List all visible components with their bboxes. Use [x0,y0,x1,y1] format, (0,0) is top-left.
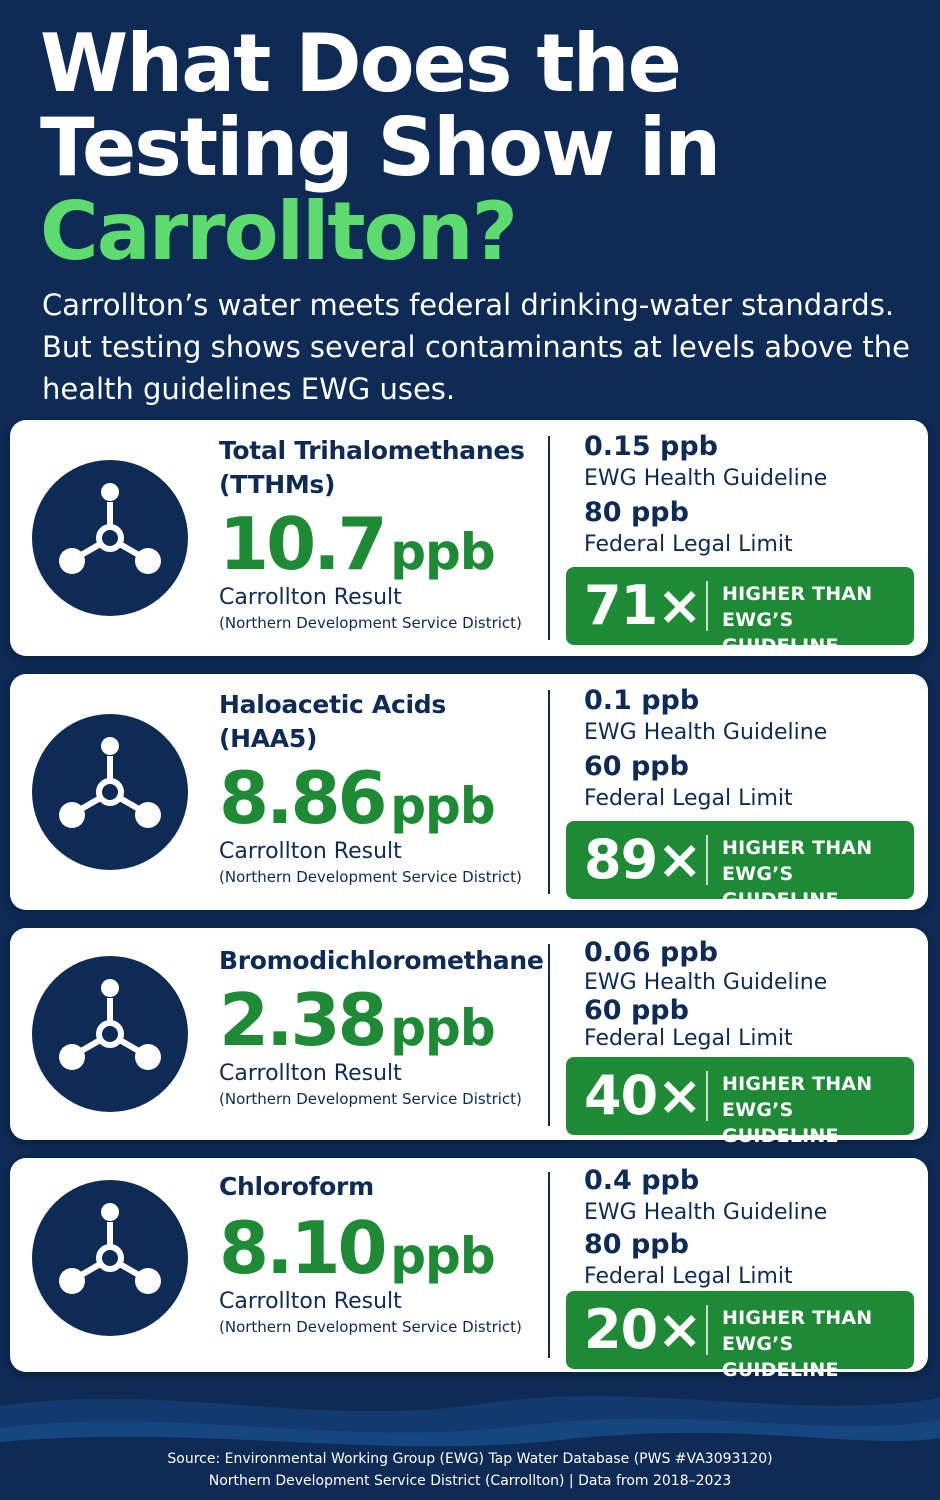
guideline-column: 0.06 ppb EWG Health Guideline 60 ppb Fed… [584,936,914,1052]
result-column: Total Trihalomethanes (TTHMs) 10.7 ppb C… [219,434,544,634]
result-location: (Northern Development Service District) [219,1090,522,1108]
limit-value: 80 ppb [584,497,689,528]
contaminant-name: Chloroform [219,1172,374,1201]
contaminant-name: Bromodichloromethane [219,946,544,975]
multiplier-badge: 71× HIGHER THAN EWG’S GUIDELINE [566,567,914,657]
result-label: Carrollton Result [219,839,402,864]
guideline-label: EWG Health Guideline [584,466,828,491]
result-location: (Northern Development Service District) [219,614,522,632]
title-highlight: Carrollton? [40,185,518,278]
column-divider [548,944,550,1126]
result-column: Chloroform 8.10 ppb Carrollton Result (N… [219,1170,544,1338]
multiplier-value: 89× [584,828,702,891]
guideline-column: 0.15 ppb EWG Health Guideline 80 ppb Fed… [584,430,914,560]
guideline-value: 0.15 ppb [584,431,718,462]
multiplier-badge: 20× HIGHER THAN EWG’S GUIDELINE [566,1291,914,1381]
title-line-2: Testing Show in [40,101,721,194]
source-citation: Source: Environmental Working Group (EWG… [167,1451,773,1489]
result-value: 8.10 ppb [219,1206,496,1290]
result-label: Carrollton Result [219,585,402,610]
guideline-label: EWG Health Guideline [584,970,828,995]
limit-value: 80 ppb [584,1229,689,1260]
guideline-value: 0.1 ppb [584,685,700,716]
limit-label: Federal Legal Limit [584,786,793,811]
result-location: (Northern Development Service District) [219,1318,522,1336]
contaminant-card-haa5: Haloacetic Acids (HAA5) 8.86 ppb Carroll… [10,674,928,911]
contaminant-name: Total Trihalomethanes (TTHMs) [219,436,525,499]
badge-divider [706,1071,708,1121]
result-label: Carrollton Result [219,1289,402,1314]
badge-text: HIGHER THAN EWG’S GUIDELINE [722,1307,873,1381]
multiplier-value: 20× [584,1298,702,1361]
result-location: (Northern Development Service District) [219,868,522,886]
result-value: 8.86 ppb [219,756,496,840]
molecule-icon [32,1180,188,1336]
intro-text: Carrollton’s water meets federal drinkin… [42,288,910,406]
molecule-icon [32,714,188,870]
badge-text: HIGHER THAN EWG’S GUIDELINE [722,583,873,657]
guideline-value: 0.06 ppb [584,937,718,968]
molecule-icon [32,956,188,1112]
limit-value: 60 ppb [584,751,689,782]
guideline-value: 0.4 ppb [584,1165,700,1196]
molecule-icon [32,460,188,616]
limit-label: Federal Legal Limit [584,532,793,557]
result-column: Bromodichloromethane 2.38 ppb Carrollton… [219,944,544,1110]
contaminant-card-chloroform: Chloroform 8.10 ppb Carrollton Result (N… [10,1158,928,1381]
contaminant-card-bromodichloromethane: Bromodichloromethane 2.38 ppb Carrollton… [10,928,928,1147]
result-column: Haloacetic Acids (HAA5) 8.86 ppb Carroll… [219,688,544,888]
guideline-column: 0.1 ppb EWG Health Guideline 60 ppb Fede… [584,684,914,814]
badge-divider [706,835,708,885]
water-wave-decoration [0,1396,940,1500]
title-line-1: What Does the [40,17,682,110]
limit-value: 60 ppb [584,995,689,1026]
limit-label: Federal Legal Limit [584,1264,793,1289]
limit-label: Federal Legal Limit [584,1026,793,1051]
page-title: What Does the Testing Show in Carrollton… [40,22,920,274]
column-divider [548,690,550,894]
multiplier-badge: 40× HIGHER THAN EWG’S GUIDELINE [566,1057,914,1147]
multiplier-value: 40× [584,1064,702,1127]
guideline-column: 0.4 ppb EWG Health Guideline 80 ppb Fede… [584,1164,914,1292]
badge-text: HIGHER THAN EWG’S GUIDELINE [722,1073,873,1147]
result-value: 10.7 ppb [219,502,496,586]
multiplier-badge: 89× HIGHER THAN EWG’S GUIDELINE [566,821,914,911]
badge-text: HIGHER THAN EWG’S GUIDELINE [722,837,873,911]
multiplier-value: 71× [584,574,702,637]
guideline-label: EWG Health Guideline [584,1200,828,1225]
contaminant-name: Haloacetic Acids (HAA5) [219,690,446,753]
result-value: 2.38 ppb [219,978,496,1062]
column-divider [548,436,550,640]
guideline-label: EWG Health Guideline [584,720,828,745]
column-divider [548,1172,550,1358]
contaminant-card-tthms: Total Trihalomethanes (TTHMs) 10.7 ppb C… [10,420,928,657]
badge-divider [706,1305,708,1355]
result-label: Carrollton Result [219,1061,402,1086]
badge-divider [706,581,708,631]
